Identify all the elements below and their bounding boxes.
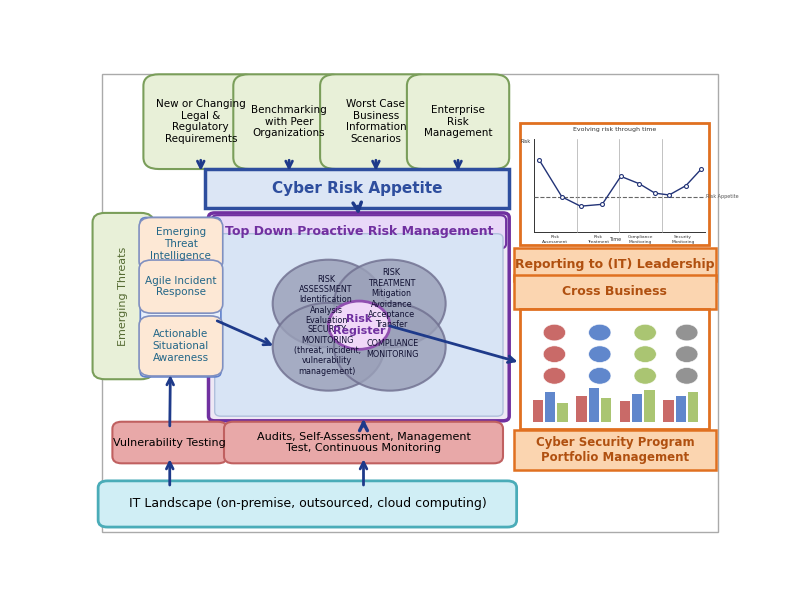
Text: Risk Appetite: Risk Appetite xyxy=(706,194,738,199)
Text: New or Changing
Legal &
Regulatory
Requirements: New or Changing Legal & Regulatory Requi… xyxy=(156,99,246,144)
FancyBboxPatch shape xyxy=(407,74,510,169)
FancyBboxPatch shape xyxy=(514,248,716,281)
FancyBboxPatch shape xyxy=(214,233,503,416)
Ellipse shape xyxy=(273,260,384,347)
FancyBboxPatch shape xyxy=(139,316,222,376)
Bar xyxy=(533,400,543,422)
Bar xyxy=(601,398,611,422)
FancyBboxPatch shape xyxy=(209,213,510,421)
Ellipse shape xyxy=(329,301,390,349)
FancyBboxPatch shape xyxy=(211,215,506,248)
Text: RISK
ASSESSMENT
Identification
Analysis
Evaluation: RISK ASSESSMENT Identification Analysis … xyxy=(299,275,353,325)
Text: Actionable
Situational
Awareness: Actionable Situational Awareness xyxy=(153,329,209,362)
Circle shape xyxy=(589,346,611,362)
Text: Risk: Risk xyxy=(521,139,531,144)
Bar xyxy=(675,396,686,422)
Circle shape xyxy=(676,324,698,341)
Circle shape xyxy=(676,346,698,362)
FancyBboxPatch shape xyxy=(514,275,716,308)
FancyBboxPatch shape xyxy=(112,422,227,463)
Point xyxy=(679,181,692,190)
Text: Benchmarking
with Peer
Organizations: Benchmarking with Peer Organizations xyxy=(251,105,327,138)
Text: Cross Business: Cross Business xyxy=(562,286,667,298)
FancyBboxPatch shape xyxy=(224,422,503,463)
Ellipse shape xyxy=(334,260,446,347)
Point xyxy=(574,202,587,211)
Text: Risk
Assessment: Risk Assessment xyxy=(542,235,568,244)
Text: Cyber Security Program
Portfolio Management: Cyber Security Program Portfolio Managem… xyxy=(535,436,694,464)
Text: Audits, Self-Assessment, Management
Test, Continuous Monitoring: Audits, Self-Assessment, Management Test… xyxy=(257,432,470,454)
Ellipse shape xyxy=(273,303,384,391)
FancyBboxPatch shape xyxy=(206,169,509,208)
Text: Emerging Threats: Emerging Threats xyxy=(118,247,128,346)
FancyBboxPatch shape xyxy=(514,430,716,470)
FancyBboxPatch shape xyxy=(234,74,345,169)
Bar xyxy=(558,403,568,422)
FancyBboxPatch shape xyxy=(143,74,258,169)
Circle shape xyxy=(634,367,656,384)
Circle shape xyxy=(634,346,656,362)
Text: Enterprise
Risk
Management: Enterprise Risk Management xyxy=(424,105,492,138)
Bar xyxy=(545,392,555,422)
Point xyxy=(695,164,708,173)
FancyBboxPatch shape xyxy=(320,74,432,169)
FancyBboxPatch shape xyxy=(102,74,718,532)
Bar xyxy=(632,394,642,422)
Circle shape xyxy=(676,367,698,384)
Circle shape xyxy=(543,324,566,341)
Text: IT Landscape (on-premise, outsourced, cloud computing): IT Landscape (on-premise, outsourced, cl… xyxy=(129,497,486,511)
Circle shape xyxy=(634,324,656,341)
Point xyxy=(533,155,546,164)
Bar xyxy=(663,400,674,422)
FancyBboxPatch shape xyxy=(139,260,222,313)
FancyBboxPatch shape xyxy=(93,213,154,379)
Text: COMPLIANCE
MONITORING: COMPLIANCE MONITORING xyxy=(366,340,418,359)
Point xyxy=(662,190,675,200)
Point xyxy=(555,192,568,202)
Circle shape xyxy=(589,324,611,341)
Bar xyxy=(589,388,599,422)
Text: Top Down Proactive Risk Management: Top Down Proactive Risk Management xyxy=(225,226,493,238)
Bar xyxy=(576,396,586,422)
Text: Time: Time xyxy=(609,236,621,242)
Bar xyxy=(688,392,698,422)
Text: Cyber Risk Appetite: Cyber Risk Appetite xyxy=(272,181,442,196)
Text: Worst Case
Business
Information
Scenarios: Worst Case Business Information Scenario… xyxy=(346,99,406,144)
Text: Risk
Treatment: Risk Treatment xyxy=(587,235,609,244)
Text: Evolving risk through time: Evolving risk through time xyxy=(574,127,657,132)
Text: Risk
Register: Risk Register xyxy=(333,314,386,336)
FancyBboxPatch shape xyxy=(98,481,517,527)
Ellipse shape xyxy=(334,303,446,391)
Text: RISK
TREATMENT
Mitigation
Avoidance
Acceptance
Transfer: RISK TREATMENT Mitigation Avoidance Acce… xyxy=(368,268,415,329)
FancyBboxPatch shape xyxy=(140,218,221,377)
Text: Vulnerability Testing: Vulnerability Testing xyxy=(114,437,226,448)
FancyBboxPatch shape xyxy=(139,218,222,271)
Circle shape xyxy=(543,346,566,362)
Text: SECURITY
MONITORING
(threat, incident,
vulnerability
management): SECURITY MONITORING (threat, incident, v… xyxy=(294,325,361,376)
Bar xyxy=(620,401,630,422)
Point xyxy=(614,172,627,181)
Text: Security
Monitoring: Security Monitoring xyxy=(671,235,695,244)
Text: Reporting to (IT) Leadership: Reporting to (IT) Leadership xyxy=(515,257,714,271)
FancyBboxPatch shape xyxy=(520,308,710,428)
FancyBboxPatch shape xyxy=(520,123,710,245)
Point xyxy=(596,200,609,209)
Text: Compliance
Monitoring: Compliance Monitoring xyxy=(628,235,654,244)
Text: Emerging
Threat
Intelligence: Emerging Threat Intelligence xyxy=(150,227,211,260)
Text: Agile Incident
Response: Agile Incident Response xyxy=(145,276,217,298)
Circle shape xyxy=(589,367,611,384)
Bar xyxy=(644,391,654,422)
Point xyxy=(633,179,646,188)
Point xyxy=(649,188,662,198)
Circle shape xyxy=(543,367,566,384)
